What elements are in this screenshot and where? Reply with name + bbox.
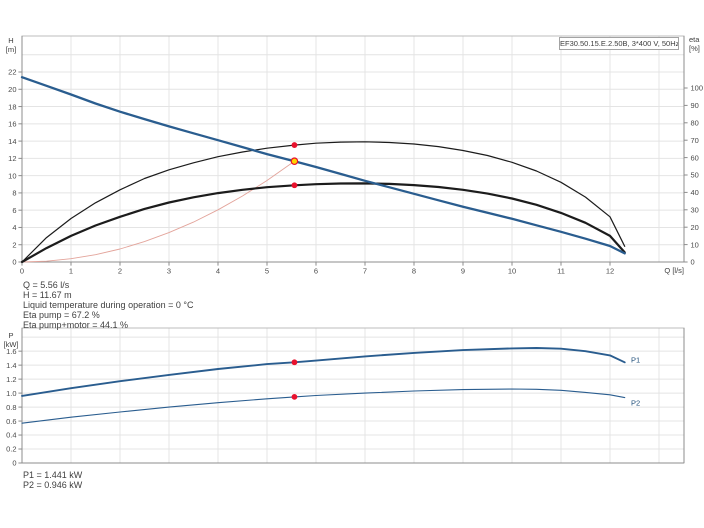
h-tick-label: 14 xyxy=(8,137,16,146)
curve-point-marker xyxy=(291,142,298,148)
q-tick-label: 4 xyxy=(216,267,220,276)
eta-tick-label: 40 xyxy=(691,188,699,197)
p-tick-label: 0.2 xyxy=(6,445,16,454)
h-tick-label: 16 xyxy=(8,120,16,129)
h-tick-label: 22 xyxy=(8,68,16,77)
p-axis-unit: [kW] xyxy=(3,340,19,349)
eta-axis-title: eta [%] xyxy=(689,35,704,53)
curve-eta-pump-motor xyxy=(20,182,626,264)
eta-tick-label: 100 xyxy=(691,84,704,93)
q-tick-label: 12 xyxy=(606,267,614,276)
eta-tick-label: 70 xyxy=(691,136,699,145)
p-tick-label: 1.4 xyxy=(6,361,16,370)
eta-tick-label: 80 xyxy=(691,119,699,128)
duty-point-info-block: Q = 5.56 l/s H = 11.67 m Liquid temperat… xyxy=(23,280,193,330)
info-line-liquid-temp: Liquid temperature during operation = 0 … xyxy=(23,300,194,311)
info-line-p1: P1 = 1.441 kW xyxy=(23,470,83,480)
h-axis-unit: [m] xyxy=(5,45,17,54)
eta-axis-symbol: eta xyxy=(689,35,700,44)
q-tick-label: 10 xyxy=(508,267,516,276)
curve-P2 xyxy=(21,388,626,424)
p-tick-label: 1.0 xyxy=(6,389,16,398)
eta-tick-label: 30 xyxy=(691,206,699,215)
h-axis-title: H [m] xyxy=(3,36,19,54)
power-chart-border xyxy=(21,327,685,464)
p-tick-label: 1.6 xyxy=(6,347,16,356)
series-label-P2: P2 xyxy=(631,399,640,408)
p-tick-label: 0.4 xyxy=(6,431,16,440)
pump-type-label: EF30.50.15.E.2.50B, 3*400 V, 50Hz xyxy=(559,37,679,50)
h-tick-label: 4 xyxy=(12,223,16,232)
h-tick-label: 18 xyxy=(8,102,16,111)
h-tick-label: 20 xyxy=(8,85,16,94)
q-tick-label: 6 xyxy=(314,267,318,276)
main-chart-border xyxy=(21,35,685,263)
q-tick-label: 2 xyxy=(118,267,122,276)
h-tick-label: 0 xyxy=(12,258,16,267)
q-axis-label: Q [l/s] xyxy=(664,266,684,275)
info-line-eta-pump-motor: Eta pump+motor = 44.1 % xyxy=(23,320,129,331)
eta-axis-unit: [%] xyxy=(689,44,700,53)
eta-tick-label: 50 xyxy=(691,171,699,180)
eta-tick-label: 60 xyxy=(691,153,699,162)
curve-P1 xyxy=(21,347,626,397)
h-tick-label: 8 xyxy=(12,189,16,198)
q-tick-label: 0 xyxy=(20,267,24,276)
info-line-eta-pump: Eta pump = 67.2 % xyxy=(23,310,100,321)
h-tick-label: 6 xyxy=(12,206,16,215)
h-tick-label: 12 xyxy=(8,154,16,163)
curve-eta-pump xyxy=(21,141,626,263)
p-axis-symbol: P xyxy=(8,331,14,340)
p-tick-label: 0.8 xyxy=(6,403,16,412)
info-line-flow: Q = 5.56 l/s xyxy=(23,280,70,290)
curve-point-marker xyxy=(291,182,298,189)
series-label-P1: P1 xyxy=(631,356,640,365)
eta-tick-label: 20 xyxy=(691,223,699,232)
q-tick-label: 3 xyxy=(167,267,171,276)
power-info-block: P1 = 1.441 kW P2 = 0.946 kW xyxy=(23,470,82,490)
h-tick-label: 10 xyxy=(8,171,16,180)
q-tick-label: 8 xyxy=(412,267,416,276)
curve-point-marker xyxy=(291,393,298,400)
curve-point-marker xyxy=(291,359,298,366)
h-tick-label: 2 xyxy=(12,240,16,249)
p-tick-label: 0.6 xyxy=(6,417,16,426)
p-axis-title: P [kW] xyxy=(3,331,19,349)
info-line-head: H = 11.67 m xyxy=(23,290,72,301)
duty-point-marker xyxy=(290,157,299,166)
q-tick-label: 7 xyxy=(363,267,367,276)
q-tick-label: 9 xyxy=(461,267,465,276)
q-tick-label: 5 xyxy=(265,267,269,276)
curve-system-curve xyxy=(21,160,295,263)
q-tick-label: 11 xyxy=(557,267,565,276)
curve-H-Q-curve xyxy=(20,76,626,255)
p-tick-label: 1.2 xyxy=(6,375,16,384)
eta-tick-label: 90 xyxy=(691,101,699,110)
eta-tick-label: 0 xyxy=(691,258,695,267)
eta-tick-label: 10 xyxy=(691,240,699,249)
h-axis-symbol: H xyxy=(8,36,14,45)
info-line-p2: P2 = 0.946 kW xyxy=(23,480,83,491)
q-tick-label: 1 xyxy=(69,267,73,276)
p-tick-label: 0 xyxy=(12,459,16,468)
